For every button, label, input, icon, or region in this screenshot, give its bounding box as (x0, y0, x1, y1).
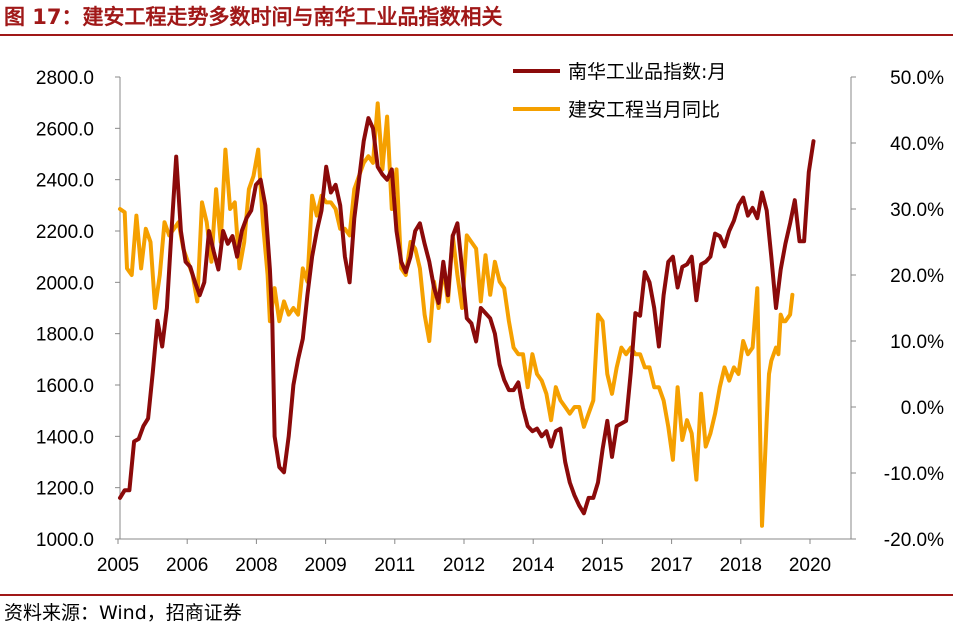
chart-axes: 1000.0 1200.0 1400.0 1600.0 1800.0 2000.0 2200… (36, 68, 944, 576)
legend-item-nanhua-index: 南华工业品指数:月 (513, 61, 726, 83)
left-tick-label: 2400.0 (36, 171, 94, 192)
x-tick-label: 2009 (304, 555, 346, 576)
source-divider (0, 594, 953, 596)
right-tick-label: 40.0% (890, 134, 944, 155)
x-tick-label: 2018 (720, 555, 762, 576)
series-line-nanhua-index (118, 116, 816, 516)
page-title: 图 17：建安工程走势多数时间与南华工业品指数相关 (4, 5, 503, 29)
left-tick-label: 2000.0 (36, 273, 94, 294)
right-tick-label: 50.0% (890, 68, 944, 89)
left-tick-label: 1400.0 (36, 427, 94, 448)
title-divider (0, 34, 953, 36)
x-tick-label: 2011 (374, 555, 415, 576)
left-tick-label: 1200.0 (36, 479, 94, 500)
left-tick-label: 1000.0 (36, 530, 94, 551)
x-tick-label: 2020 (789, 555, 831, 576)
legend-label: 建安工程当月同比 (568, 99, 720, 121)
right-tick-label: 0.0% (901, 398, 944, 419)
left-tick-label: 1800.0 (36, 325, 94, 346)
right-tick-label: -20.0% (884, 530, 944, 551)
x-tick-label: 2014 (512, 555, 555, 576)
x-tick-label: 2015 (581, 555, 623, 576)
legend-label: 南华工业品指数:月 (568, 61, 726, 83)
right-tick-label: 10.0% (890, 332, 944, 353)
right-tick-label: 20.0% (890, 266, 944, 287)
right-tick-label: 30.0% (890, 200, 944, 221)
left-tick-label: 2800.0 (36, 68, 94, 89)
legend-item-construction-yoy: 建安工程当月同比 (513, 99, 720, 121)
chart-series (118, 101, 816, 528)
right-tick-label: -10.0% (884, 464, 944, 485)
x-tick-label: 2017 (650, 555, 692, 576)
left-tick-label: 2200.0 (36, 222, 94, 243)
x-tick-label: 2006 (166, 555, 208, 576)
x-tick-label: 2008 (235, 555, 277, 576)
series-line-construction-yoy (118, 101, 795, 528)
left-tick-label: 2600.0 (36, 119, 94, 140)
x-tick-label: 2012 (443, 555, 485, 576)
x-tick-label: 2005 (97, 555, 139, 576)
source-note: 资料来源：Wind，招商证券 (4, 602, 242, 624)
left-tick-label: 1600.0 (36, 376, 94, 397)
